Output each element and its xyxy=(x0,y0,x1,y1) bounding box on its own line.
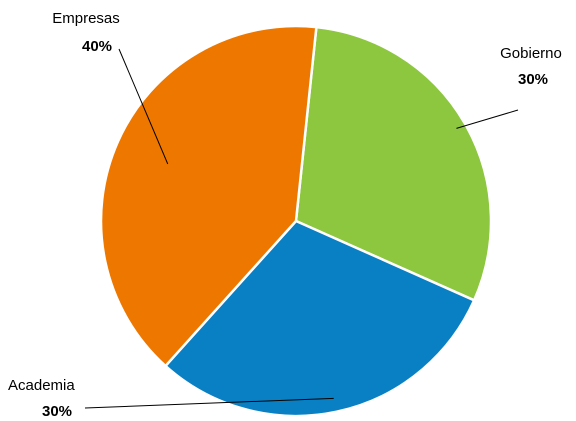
pie-slice-gobierno xyxy=(294,25,493,302)
slice-value-academia: 30% xyxy=(42,403,72,420)
leader-line-academia xyxy=(84,397,334,409)
slice-label-empresas: Empresas xyxy=(52,10,120,27)
slice-label-academia: Academia xyxy=(8,377,75,394)
leader-line-empresas xyxy=(118,48,169,165)
leader-line-gobierno xyxy=(456,109,519,129)
slice-value-empresas: 40% xyxy=(82,38,112,55)
slice-label-gobierno: Gobierno xyxy=(500,45,562,62)
slice-value-gobierno: 30% xyxy=(518,71,548,88)
labels-layer: Empresas 40% Gobierno 30% Academia 30% xyxy=(8,10,562,420)
pie-slice-academia xyxy=(164,219,476,418)
pie-slice-empresas xyxy=(99,24,318,368)
slices-layer xyxy=(99,24,493,418)
leaders-layer xyxy=(84,48,519,409)
